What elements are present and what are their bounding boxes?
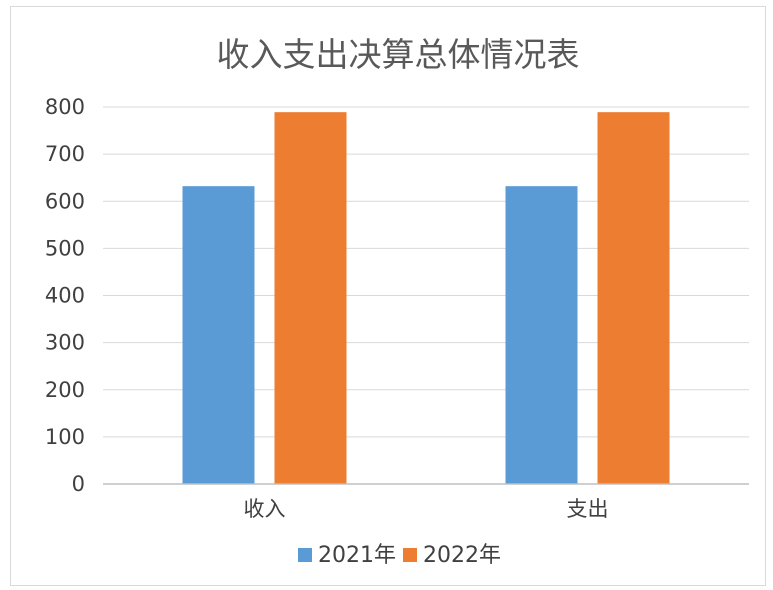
bar-1-1 [597,112,670,484]
legend-label: 2021年 [318,543,396,568]
legend-swatch [298,548,312,562]
bar-0-0 [182,186,255,485]
y-tick-label: 500 [45,236,85,260]
y-tick-label: 300 [45,331,85,355]
bar-0-1 [274,112,347,484]
bars [182,112,670,485]
x-category-label: 收入 [244,497,286,521]
chart-title: 收入支出决算总体情况表 [217,35,580,74]
y-tick-label: 700 [45,142,85,166]
legend-label: 2022年 [423,543,501,568]
y-tick-label: 100 [45,425,85,449]
legend-swatch [403,548,417,562]
y-tick-label: 800 [45,95,85,119]
legend: 2021年 2022年 [298,543,501,568]
axes: 0 100 200 300 400 500 600 700 800 收入 支出 [45,95,749,521]
y-tick-label: 0 [72,472,85,496]
y-tick-label: 400 [45,284,85,308]
y-tick-label: 200 [45,378,85,402]
x-category-label: 支出 [567,497,609,521]
bar-1-0 [505,186,578,485]
y-tick-label: 600 [45,189,85,213]
